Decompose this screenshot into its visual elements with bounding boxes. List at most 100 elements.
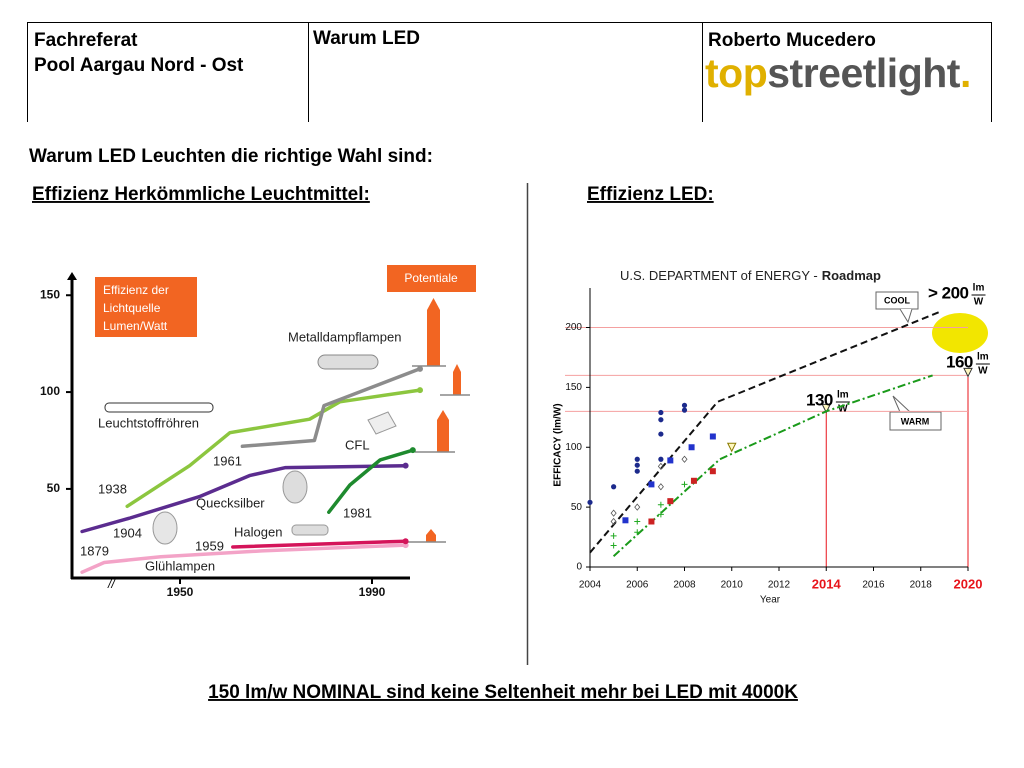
y-tick-label: 0	[576, 562, 582, 573]
x-tick-label: 2006	[626, 580, 649, 591]
x-tick-label: 2018	[910, 580, 933, 591]
series-label: Halogen	[234, 524, 282, 539]
data-point	[709, 468, 716, 475]
x-tick-label: 2004	[579, 580, 602, 591]
series-label: Leuchtstoffröhren	[98, 415, 199, 430]
y-tick-label: 150	[565, 382, 582, 393]
logo-part: .	[960, 50, 971, 96]
x-tick-label: 1990	[359, 585, 386, 599]
series-end	[409, 447, 416, 454]
data-point	[681, 407, 688, 413]
left-chart: Effizienz der Lichtquelle Lumen/Watt Pot…	[40, 265, 476, 599]
roadmap-line	[612, 374, 933, 557]
callout-box	[875, 291, 919, 310]
x-tick-label: 2012	[768, 580, 791, 591]
footer: 150 lm/w NOMINAL sind keine Seltenheit m…	[208, 682, 798, 703]
series-line	[80, 543, 408, 574]
data-point	[610, 517, 617, 526]
data-point	[690, 477, 697, 484]
legend-box	[95, 277, 197, 337]
target-label: 160	[946, 352, 973, 371]
logo-part: top	[705, 50, 767, 96]
x-tick-label: 2010	[721, 580, 744, 591]
data-point	[681, 455, 688, 463]
start-year: 1981	[343, 505, 372, 520]
unit: lm	[973, 283, 985, 294]
x-tick-label: 2014	[812, 576, 842, 591]
data-point	[658, 456, 664, 462]
org-line: Pool Aargau Nord - Ost	[34, 55, 244, 76]
data-point	[634, 468, 640, 474]
data-point	[667, 498, 674, 505]
data-point	[634, 529, 641, 536]
logo: topstreetlight.	[705, 50, 971, 96]
data-point	[667, 457, 674, 464]
potential-label: Potentiale	[404, 271, 458, 285]
potential-baselines	[405, 365, 470, 543]
x-tick-label: 1950	[167, 585, 194, 599]
unit: lm	[977, 352, 989, 363]
data-point	[622, 517, 629, 524]
data-point	[610, 532, 617, 539]
start-year: 1959	[195, 538, 224, 553]
data-point	[657, 483, 664, 491]
data-point	[726, 442, 737, 453]
data-point	[611, 484, 617, 490]
y-tick-label: 200	[565, 322, 582, 333]
start-year: 1904	[113, 525, 142, 540]
y-tick-label: 150	[40, 287, 60, 301]
y-tick-label: 50	[571, 502, 583, 513]
axis-arrow	[67, 272, 77, 280]
logo-part: streetlight	[767, 50, 961, 96]
x-axis-label: Year	[760, 595, 781, 606]
unit: W	[974, 297, 984, 308]
callout-pointer	[892, 395, 911, 413]
series-line	[240, 367, 422, 449]
title: Warum LED Leuchten die richtige Wahl sin…	[29, 146, 433, 167]
y-axis-label: EFFICACY (lm/W)	[553, 403, 564, 486]
data-point	[688, 444, 695, 451]
series-line	[80, 463, 408, 534]
data-point	[681, 481, 688, 488]
y-tick-label: 50	[47, 481, 61, 495]
x-tick-label: 2016	[862, 580, 885, 591]
data-point	[610, 509, 617, 517]
series-line	[125, 388, 422, 509]
start-year: 1879	[80, 543, 109, 558]
legend-text: Lichtquelle	[103, 301, 161, 315]
target-marker	[821, 403, 832, 414]
highlight	[932, 313, 988, 353]
callout: WARM	[901, 416, 930, 426]
title-part: U.S. DEPARTMENT of ENERGY -	[620, 268, 818, 283]
y-tick-label: 100	[565, 442, 582, 453]
topic: Warum LED	[313, 28, 420, 49]
callout-box	[889, 411, 942, 431]
series-end	[417, 387, 423, 394]
series-label: Quecksilber	[196, 495, 265, 510]
data-point	[657, 511, 664, 518]
data-point	[634, 456, 640, 462]
series-line	[231, 539, 408, 549]
section-heading: Effizienz Herkömmliche Leuchtmittel:	[32, 184, 370, 205]
potential-arrows	[426, 298, 461, 542]
y-tick-label: 100	[40, 384, 60, 398]
series-line	[327, 448, 415, 514]
data-point	[648, 481, 655, 488]
target-marker	[963, 367, 973, 378]
data-point	[658, 409, 664, 416]
section-heading: Effizienz LED:	[587, 184, 714, 205]
data-point	[658, 431, 664, 437]
data-point	[648, 518, 655, 525]
series-label: Metalldampflampen	[288, 329, 401, 344]
data-point	[587, 499, 593, 505]
potential-box	[387, 265, 476, 292]
start-year: 1961	[213, 453, 242, 468]
author: Roberto Mucedero	[708, 30, 876, 51]
legend-text: Lumen/Watt	[103, 319, 168, 333]
data-point	[634, 503, 641, 511]
lamp-icons	[104, 354, 397, 545]
axis-break: //	[107, 577, 116, 591]
data-point	[610, 542, 617, 549]
unit: W	[838, 404, 848, 415]
